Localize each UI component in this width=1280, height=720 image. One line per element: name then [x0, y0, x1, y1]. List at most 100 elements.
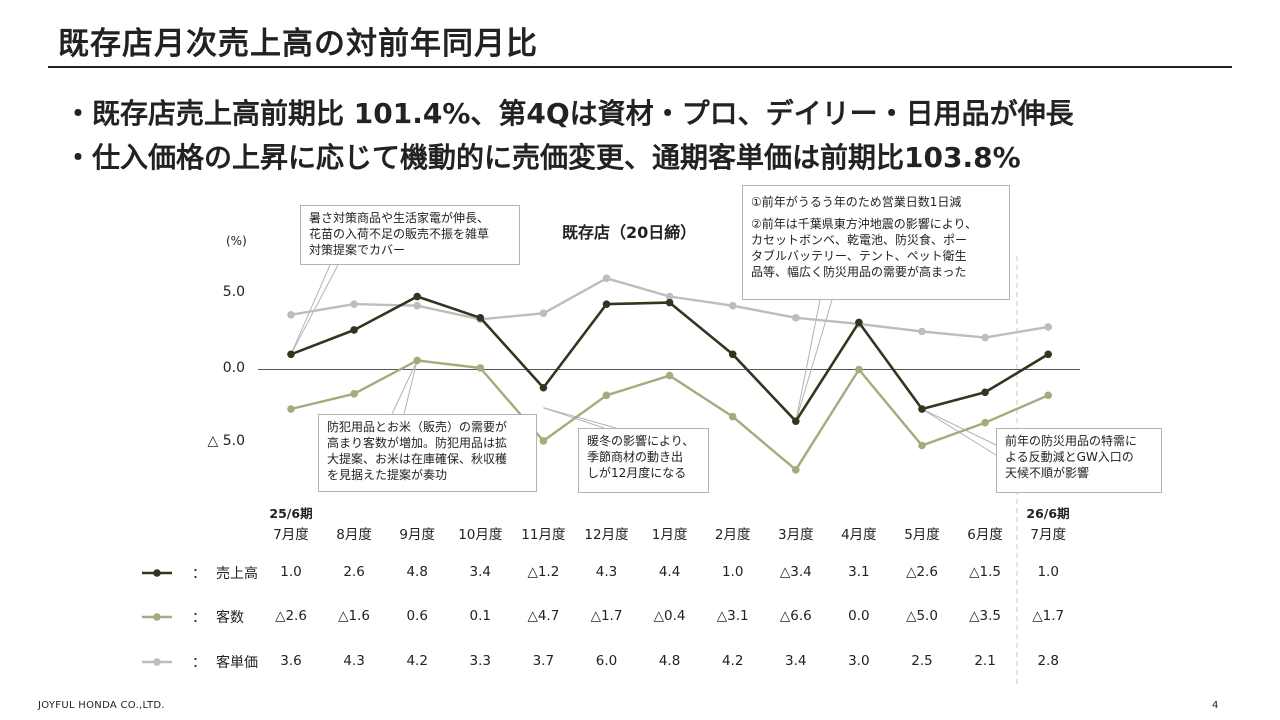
- annotation-line: 季節商材の動き出: [587, 450, 684, 464]
- data-point: [728, 412, 737, 421]
- table-cell: △3.1: [716, 608, 749, 624]
- data-point: [728, 350, 737, 359]
- x-tick-label: 1月度: [651, 527, 688, 543]
- annotation-summer: 暑さ対策商品や生活家電が伸長、 花苗の入荷不足の販売不振を雑草 対策提案でカバー: [300, 205, 520, 265]
- table-cell: 3.4: [469, 564, 492, 580]
- data-point: [476, 364, 485, 372]
- annotation-line: 前年の防災用品の特需に: [1005, 434, 1138, 448]
- annotation-line: 品等、幅広く防災用品の需要が高まった: [751, 265, 967, 279]
- table-cell: 3.0: [848, 653, 870, 669]
- table-cell: 4.8: [658, 653, 681, 669]
- legend-row: ： 客数: [142, 607, 244, 627]
- table-cell: 4.3: [595, 564, 618, 580]
- table-cell: 4.8: [406, 564, 428, 580]
- annotation-line: 暑さ対策商品や生活家電が伸長、: [309, 211, 490, 225]
- table-cell: △2.6: [906, 564, 938, 580]
- data-point: [792, 466, 800, 474]
- annotation-line: 暖冬の影響により、: [587, 434, 695, 448]
- table-cell: 1.0: [1037, 564, 1059, 580]
- data-point: [665, 292, 674, 301]
- table-cell: 3.1: [848, 564, 870, 580]
- legend-swatches: [142, 569, 172, 666]
- bullet-item: ・仕入価格の上昇に応じて機動的に売価変更、通期客単価は前期比103.8%: [64, 141, 1021, 174]
- data-point: [981, 333, 989, 342]
- legend-colon: ：: [192, 566, 206, 582]
- leader-may: [921, 408, 997, 446]
- data-point: [918, 405, 926, 413]
- table-cell: △6.6: [779, 608, 812, 624]
- data-point: [287, 310, 295, 319]
- legend-row: ： 客単価: [142, 652, 258, 672]
- legend-label: 売上高: [216, 566, 258, 582]
- table-cell: 2.1: [974, 653, 996, 669]
- table-cell: 0.0: [848, 608, 870, 624]
- table-cell: 4.4: [658, 564, 681, 580]
- data-point: [413, 301, 422, 310]
- table-cell: 4.2: [406, 653, 428, 669]
- table-cell: △1.7: [590, 608, 623, 624]
- data-point: [287, 405, 295, 413]
- x-tick-label: 11月度: [521, 527, 566, 543]
- table-cell: 3.7: [532, 653, 555, 669]
- x-tick-label: 8月度: [336, 527, 372, 543]
- y-tick-label: △ 5.0: [207, 433, 245, 449]
- data-point: [476, 314, 485, 322]
- table-cell: △1.7: [1032, 608, 1065, 624]
- table-cell: 3.4: [785, 653, 807, 669]
- leader-crime-prevention: [391, 360, 418, 415]
- leader-warm-winter: [543, 407, 617, 429]
- x-tick-label: 9月度: [399, 527, 435, 543]
- data-point: [602, 300, 611, 308]
- x-tick-label: 12月度: [584, 527, 629, 543]
- table-cell: 2.5: [911, 653, 933, 669]
- table-cell: 0.1: [469, 608, 492, 624]
- annotation-line: 対策提案でカバー: [309, 243, 406, 257]
- data-point: [413, 292, 422, 301]
- annotation-line: 高まり客数が増加。防犯用品は拡: [327, 436, 508, 450]
- table-cell: 2.6: [343, 564, 365, 580]
- data-point: [413, 356, 422, 365]
- annotation-line: 天候不順が影響: [1005, 466, 1090, 480]
- data-point: [539, 437, 548, 445]
- y-tick-label: 0.0: [222, 360, 245, 376]
- legend-swatch: [142, 611, 182, 623]
- table-cell: 0.6: [406, 608, 428, 624]
- data-point: [665, 371, 674, 380]
- data-point: [1044, 323, 1052, 331]
- data-point: [350, 326, 358, 334]
- data-point: [981, 388, 989, 397]
- data-point: [792, 314, 800, 322]
- data-point: [602, 391, 611, 400]
- x-tick-label: 10月度: [458, 527, 503, 543]
- legend-label: 客単価: [216, 655, 258, 671]
- series-layer: [287, 274, 1052, 474]
- table-cell: △1.2: [527, 564, 560, 580]
- annotation-warm-winter: 暖冬の影響により、 季節商材の動き出 しが12月度になる: [578, 428, 709, 493]
- data-point: [918, 441, 926, 450]
- table-cell: 2.8: [1037, 653, 1059, 669]
- annotation-line: 花苗の入荷不足の販売不振を雑草: [309, 227, 490, 241]
- legend-swatch-marker: [153, 569, 161, 577]
- fiscal-year-label: 25/6期: [269, 506, 313, 521]
- x-tick-label: 6月度: [967, 527, 1003, 543]
- leader-crime-prevention: [403, 360, 418, 415]
- x-tick-label: 4月度: [841, 527, 877, 543]
- table-cell: △5.0: [906, 608, 938, 624]
- y-axis-unit: (%): [226, 234, 247, 248]
- annotation-line: よる反動減とGW入口の: [1005, 450, 1134, 464]
- table-cell: 1.0: [280, 564, 302, 580]
- data-point: [1044, 350, 1052, 359]
- data-point: [350, 390, 358, 398]
- annotation-march: ①前年がうるう年のため営業日数1日減 ②前年は千葉県東方沖地震の影響により、 カ…: [742, 185, 1010, 300]
- annotation-line: しが12月度になる: [587, 466, 687, 480]
- data-point: [539, 383, 548, 392]
- table-cell: △0.4: [653, 608, 686, 624]
- table-cell: △3.4: [779, 564, 812, 580]
- x-tick-label: 3月度: [778, 527, 814, 543]
- y-tick-label: 5.0: [222, 284, 245, 300]
- table-cell: △1.6: [338, 608, 371, 624]
- annotation-line: ②前年は千葉県東方沖地震の影響により、: [751, 217, 978, 231]
- data-point: [792, 417, 800, 425]
- table-cell: △2.6: [275, 608, 307, 624]
